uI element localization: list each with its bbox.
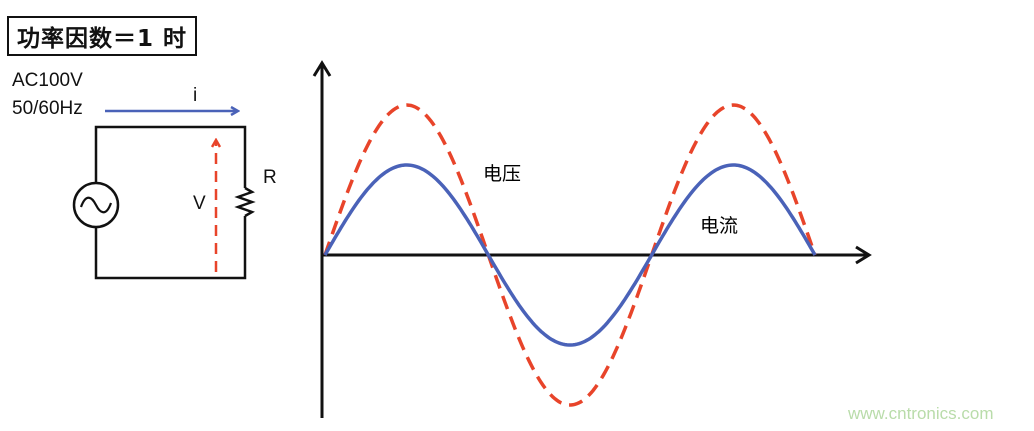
voltage-waveform-label: 电压 xyxy=(483,163,521,185)
voltage-waveform xyxy=(323,103,817,407)
source-voltage-label: AC100V xyxy=(12,70,83,91)
resistor-icon xyxy=(234,186,256,218)
ac-source-icon xyxy=(72,181,120,229)
current-waveform-label: 电流 xyxy=(700,215,738,237)
page-title: 功率因数＝1 时 xyxy=(7,16,198,56)
circuit xyxy=(72,111,256,280)
x-axis xyxy=(322,245,872,265)
current-waveform xyxy=(323,163,817,347)
waveform-plot: 电压 电流 xyxy=(312,60,872,418)
circuit-wire xyxy=(94,125,247,280)
watermark: www.cntronics.com xyxy=(848,404,994,423)
source-frequency-label: 50/60Hz xyxy=(12,98,83,119)
current-label: i xyxy=(193,85,198,106)
voltage-label: V xyxy=(193,193,206,214)
sine-glyph xyxy=(79,196,113,214)
y-axis xyxy=(312,60,332,418)
resistor-label: R xyxy=(263,167,277,188)
